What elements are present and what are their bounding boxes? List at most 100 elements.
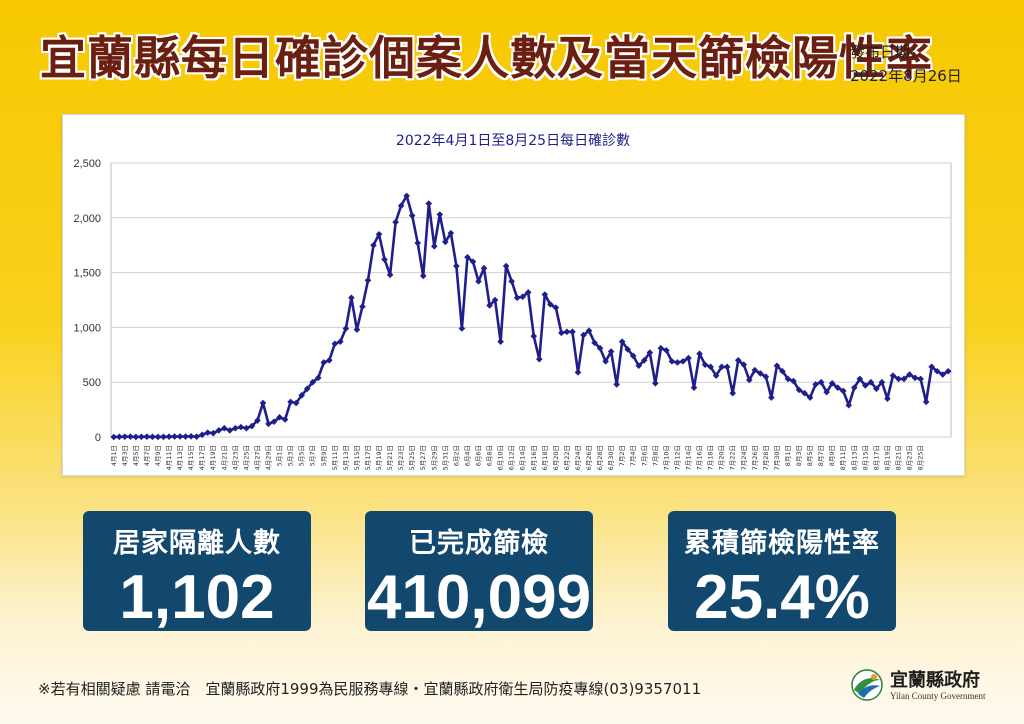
- x-tick-label: 6月24日: [574, 445, 582, 470]
- x-tick-label: 5月21日: [386, 445, 394, 470]
- data-point: [602, 358, 609, 365]
- data-point: [762, 373, 770, 381]
- data-point: [132, 433, 140, 441]
- data-point: [685, 354, 692, 362]
- data-point: [530, 332, 538, 340]
- x-tick-label: 8月23日: [906, 445, 914, 470]
- x-tick-label: 4月29日: [265, 445, 273, 470]
- data-point: [773, 362, 781, 370]
- data-point: [768, 394, 775, 401]
- data-point: [469, 258, 477, 265]
- data-point: [906, 371, 913, 378]
- x-tick-label: 7月12日: [673, 445, 681, 470]
- data-point: [795, 386, 803, 394]
- x-tick-label: 7月10日: [662, 445, 670, 470]
- data-point: [922, 398, 930, 406]
- x-tick-label: 8月17日: [872, 445, 880, 470]
- x-tick-label: 7月18日: [707, 445, 715, 470]
- logo-name: 宜蘭縣政府: [890, 670, 980, 691]
- data-point: [348, 294, 355, 302]
- x-tick-label: 4月13日: [176, 445, 184, 470]
- x-tick-label: 7月8日: [651, 445, 659, 466]
- data-point: [110, 433, 118, 441]
- data-point: [392, 218, 399, 226]
- data-point: [613, 381, 620, 388]
- data-point: [878, 378, 886, 386]
- data-point: [757, 370, 764, 377]
- data-point: [480, 264, 488, 272]
- y-tick-label: 1,500: [73, 268, 101, 280]
- data-point: [845, 401, 853, 409]
- data-point: [215, 427, 223, 434]
- data-point: [812, 381, 819, 388]
- data-point: [193, 433, 200, 440]
- x-tick-label: 6月16日: [530, 445, 538, 470]
- series-line: [113, 194, 949, 439]
- data-point: [281, 416, 289, 423]
- data-point: [513, 294, 521, 302]
- data-point: [237, 423, 245, 431]
- data-point: [712, 372, 720, 379]
- data-point: [115, 433, 123, 441]
- data-point: [541, 291, 549, 298]
- contact-footer: ※若有相關疑慮 請電洽 宜蘭縣政府1999為民服務專線・宜蘭縣政府衛生局防疫專線…: [38, 680, 702, 698]
- data-point: [607, 348, 615, 355]
- logo-english-name: Yilan County Government: [890, 691, 986, 701]
- release-date-value: 2022年8月26日: [850, 67, 962, 85]
- data-point: [823, 388, 830, 396]
- data-point: [187, 433, 195, 440]
- x-tick-label: 8月5日: [806, 445, 814, 466]
- data-point: [928, 363, 935, 371]
- x-tick-label: 4月23日: [231, 445, 239, 470]
- x-tick-label: 4月9日: [154, 445, 162, 466]
- data-point: [635, 362, 643, 370]
- x-tick-label: 5月3日: [287, 445, 295, 466]
- data-point: [718, 363, 725, 371]
- data-point: [364, 276, 372, 284]
- x-tick-label: 8月9日: [828, 445, 836, 466]
- x-tick-label: 4月15日: [187, 445, 195, 470]
- data-point: [834, 384, 842, 391]
- data-point: [265, 420, 272, 428]
- data-point: [895, 375, 902, 383]
- x-tick-label: 8月13日: [850, 445, 858, 470]
- data-point: [414, 239, 422, 247]
- data-point: [900, 375, 908, 383]
- release-date: 發布日期： 2022年8月26日: [850, 40, 962, 88]
- data-point: [828, 379, 836, 387]
- x-tick-label: 4月25日: [242, 445, 250, 470]
- x-tick-label: 6月30日: [607, 445, 615, 470]
- x-tick-label: 6月20日: [552, 445, 560, 470]
- x-tick-label: 6月18日: [541, 445, 549, 470]
- data-point: [745, 376, 753, 384]
- data-point: [359, 303, 366, 310]
- data-point: [862, 382, 869, 389]
- data-point: [353, 326, 361, 333]
- x-tick-label: 7月26日: [751, 445, 759, 470]
- data-point: [580, 331, 587, 339]
- data-point: [154, 433, 162, 441]
- data-point: [342, 325, 350, 332]
- data-point: [226, 427, 234, 434]
- data-point: [850, 384, 858, 391]
- x-tick-label: 8月3日: [795, 445, 803, 466]
- data-point: [591, 339, 598, 347]
- data-point: [325, 356, 333, 364]
- data-point: [569, 328, 576, 336]
- x-tick-label: 5月19日: [375, 445, 383, 470]
- x-tick-label: 6月4日: [463, 445, 471, 466]
- x-tick-label: 8月19日: [883, 445, 891, 470]
- data-point: [646, 349, 654, 356]
- data-point: [419, 272, 427, 280]
- x-tick-label: 5月29日: [430, 445, 438, 470]
- data-point: [939, 371, 947, 378]
- data-point: [563, 328, 571, 336]
- data-point: [337, 338, 344, 345]
- data-point: [856, 375, 864, 383]
- data-point: [707, 363, 714, 371]
- x-tick-label: 4月5日: [132, 445, 140, 466]
- x-tick-label: 7月22日: [729, 445, 737, 470]
- data-point: [652, 379, 659, 387]
- data-point: [944, 367, 952, 375]
- data-point: [309, 378, 317, 386]
